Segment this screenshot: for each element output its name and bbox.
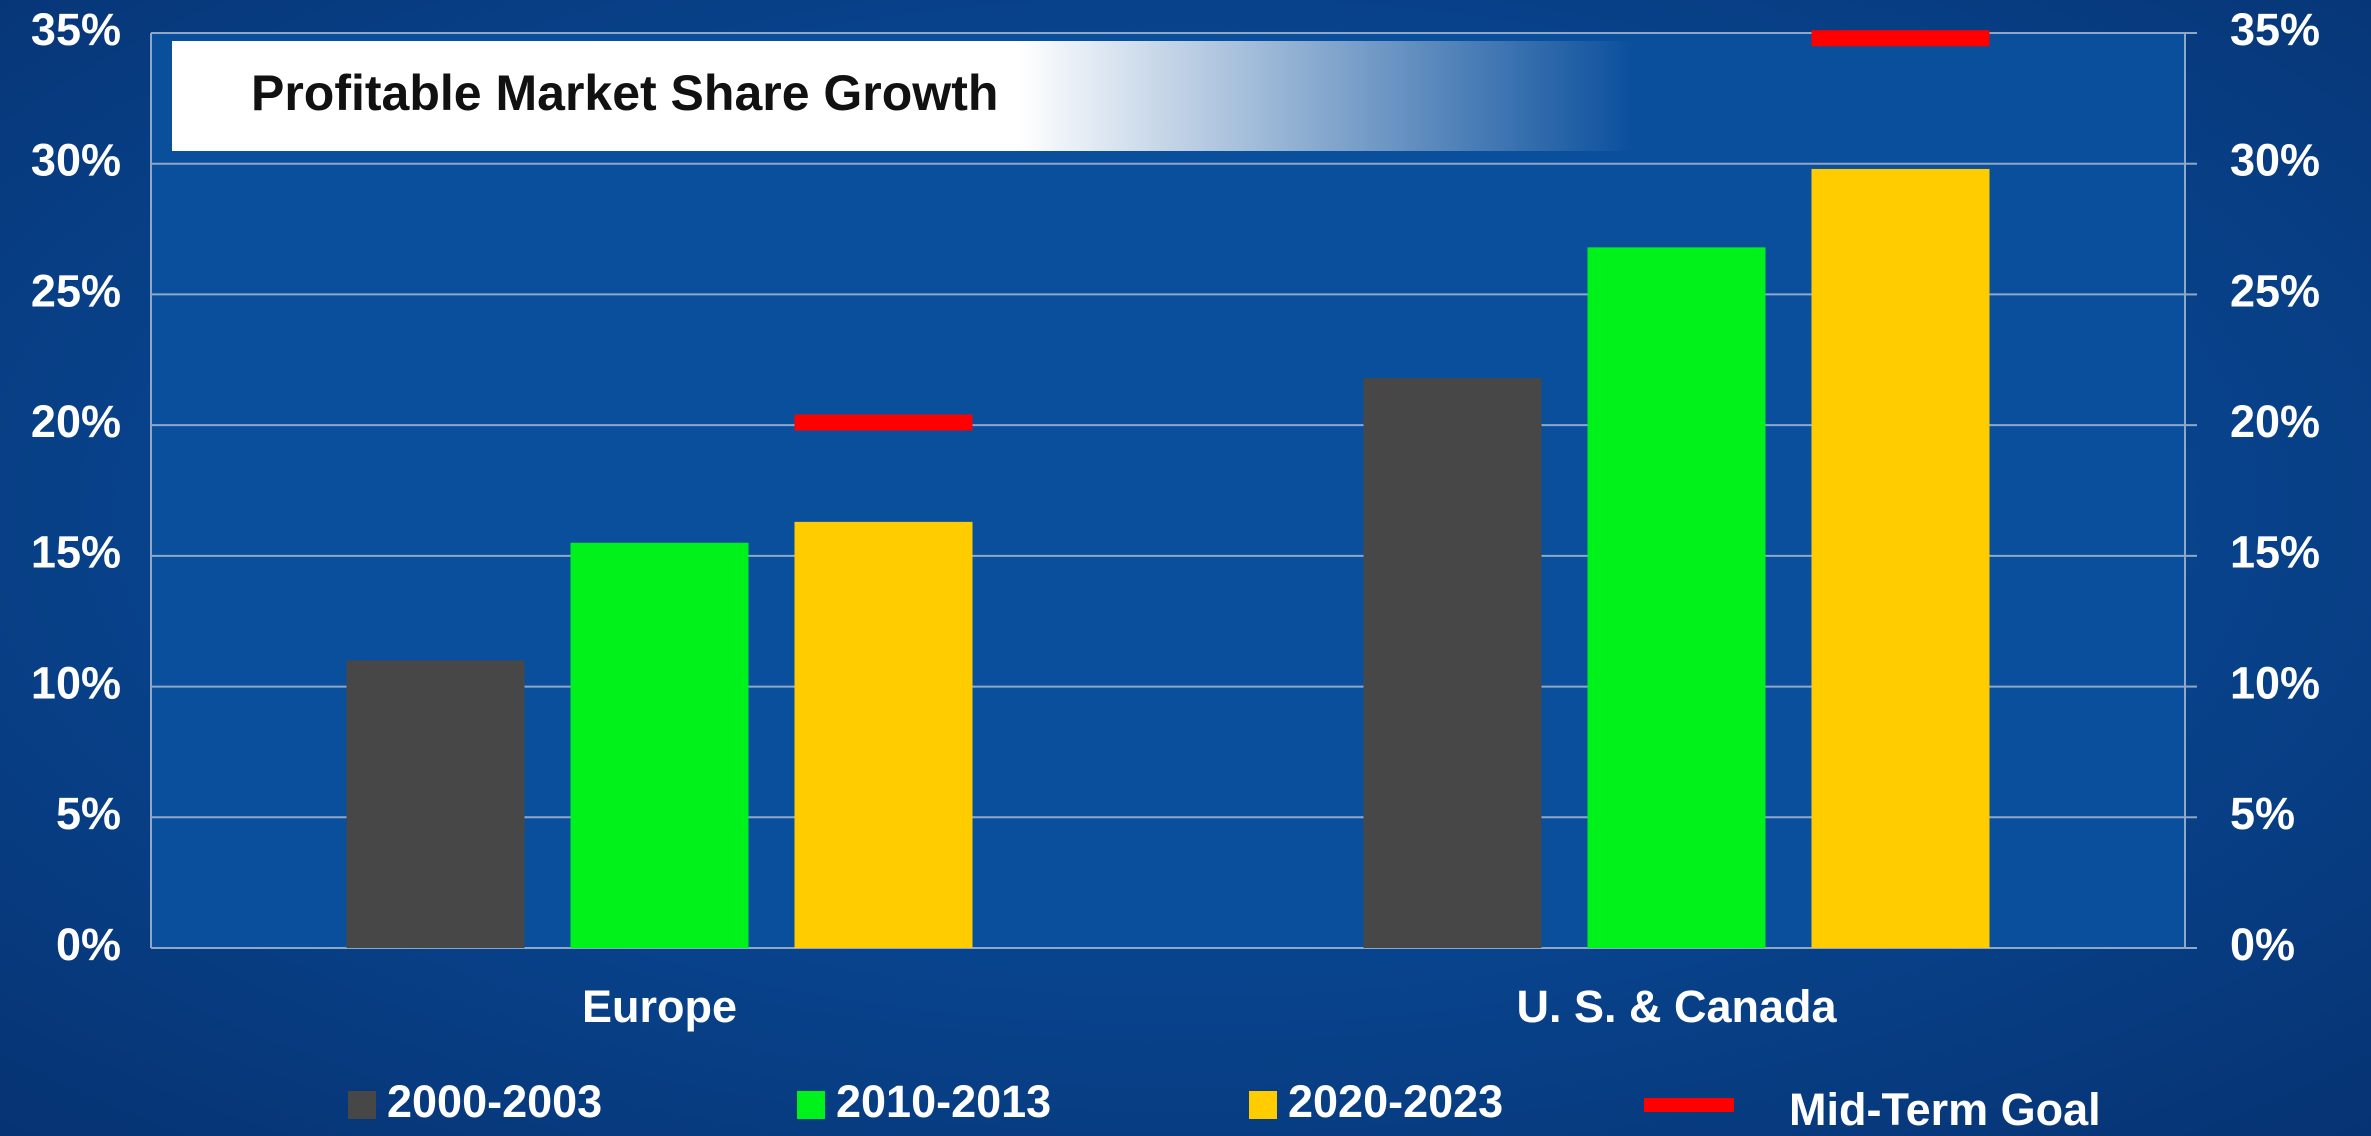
bar bbox=[1811, 168, 1990, 948]
bar bbox=[346, 660, 525, 948]
x-tick-label: U. S. & Canada bbox=[1516, 981, 1837, 1032]
y-tick-label: 35% bbox=[31, 4, 121, 55]
legend-label: 2000-2003 bbox=[387, 1076, 602, 1127]
y2-tick-label: 25% bbox=[2230, 265, 2320, 316]
legend-label: 2020-2023 bbox=[1288, 1076, 1503, 1127]
y2-tick-label: 20% bbox=[2230, 396, 2320, 447]
y-tick-label: 10% bbox=[31, 657, 121, 708]
legend-swatch bbox=[797, 1091, 825, 1119]
legend-label: Mid-Term Goal bbox=[1789, 1084, 2101, 1135]
title-box bbox=[172, 41, 1712, 151]
y-tick-label: 0% bbox=[56, 919, 121, 970]
y2-tick-label: 10% bbox=[2230, 657, 2320, 708]
y2-tick-label: 15% bbox=[2230, 527, 2320, 578]
bar bbox=[570, 542, 749, 948]
goal-marker bbox=[794, 414, 973, 431]
legend-swatch bbox=[348, 1091, 376, 1119]
goal-marker bbox=[1811, 30, 1990, 47]
y-tick-label: 20% bbox=[31, 396, 121, 447]
y2-tick-label: 35% bbox=[2230, 4, 2320, 55]
y2-tick-label: 5% bbox=[2230, 788, 2295, 839]
legend-label: 2010-2013 bbox=[836, 1076, 1051, 1127]
x-tick-label: Europe bbox=[582, 981, 737, 1032]
bar bbox=[1363, 378, 1542, 949]
y-tick-label: 30% bbox=[31, 135, 121, 186]
chart-title: Profitable Market Share Growth bbox=[251, 65, 998, 121]
legend-swatch bbox=[1644, 1098, 1734, 1112]
y2-tick-label: 0% bbox=[2230, 919, 2295, 970]
bar bbox=[794, 521, 973, 948]
y2-tick-label: 30% bbox=[2230, 135, 2320, 186]
y-tick-label: 15% bbox=[31, 527, 121, 578]
legend-swatch bbox=[1249, 1091, 1277, 1119]
y-tick-label: 25% bbox=[31, 265, 121, 316]
y-tick-label: 5% bbox=[56, 788, 121, 839]
bar bbox=[1587, 247, 1766, 948]
